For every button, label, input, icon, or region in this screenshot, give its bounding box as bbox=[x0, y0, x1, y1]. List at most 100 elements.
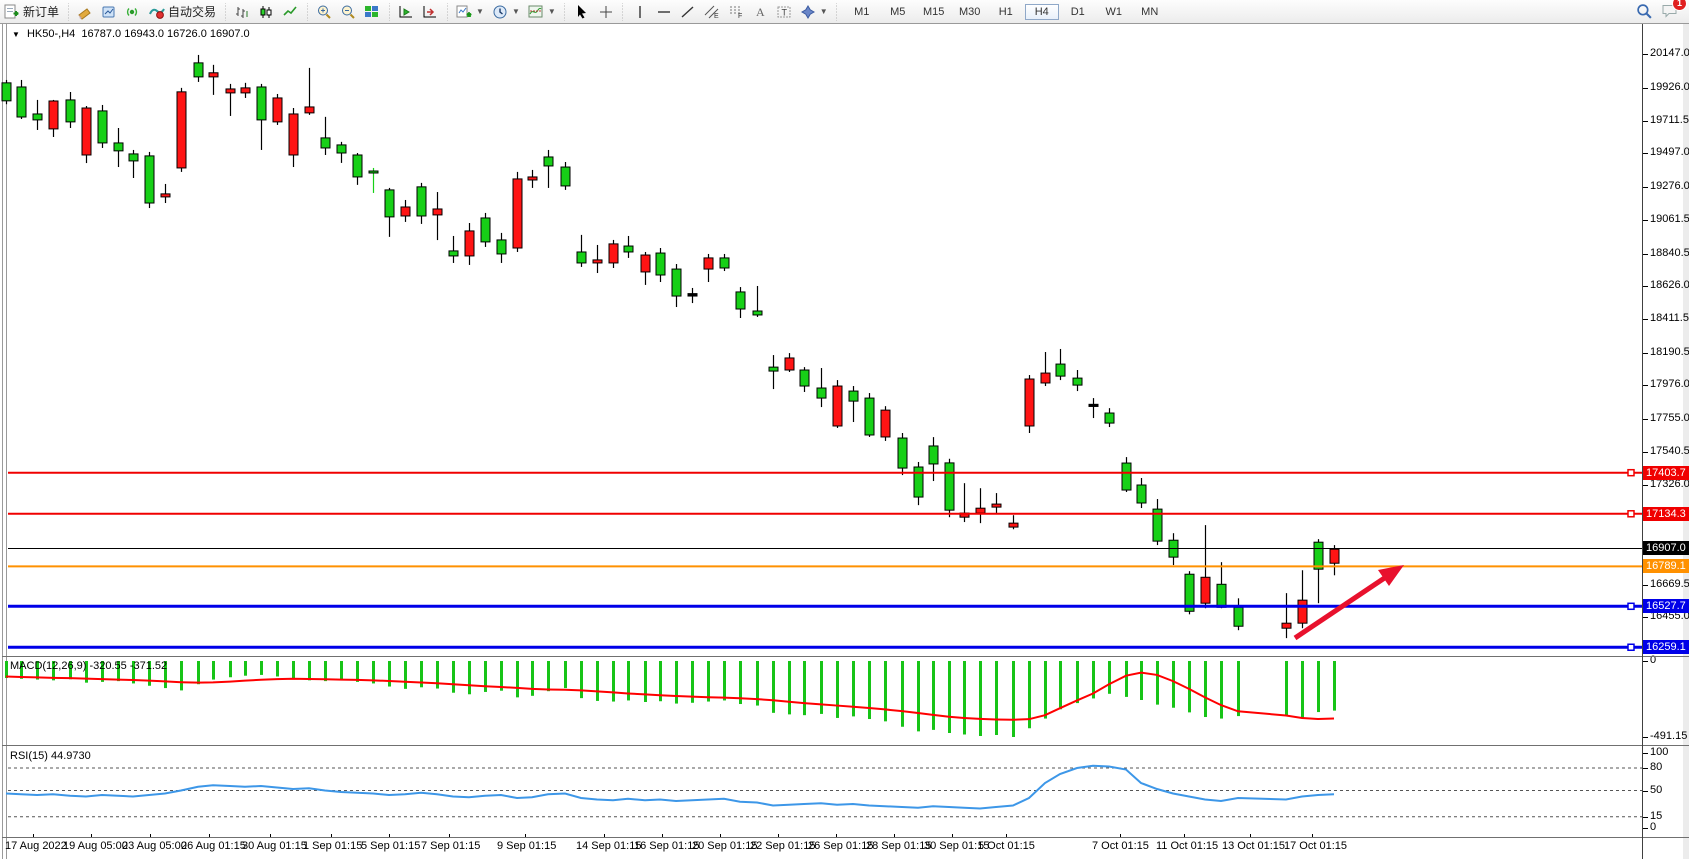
channel-button[interactable]: E bbox=[700, 2, 724, 22]
time-label: 26 Aug 01:15 bbox=[181, 840, 246, 852]
price-tick-tick bbox=[1643, 451, 1648, 453]
chart-ohlc: 16787.0 16943.0 16726.0 16907.0 bbox=[81, 28, 250, 40]
candle-body bbox=[1136, 484, 1147, 504]
candle-body bbox=[1040, 372, 1051, 384]
time-tick bbox=[33, 834, 34, 838]
vertical-line-button[interactable] bbox=[628, 2, 652, 22]
time-tick bbox=[952, 834, 953, 838]
styler-button[interactable] bbox=[73, 2, 97, 22]
time-tick bbox=[836, 834, 837, 838]
level-price-label: 16789.1 bbox=[1643, 559, 1689, 574]
candle-body bbox=[1313, 541, 1324, 570]
rsi-tick: 100 bbox=[1650, 746, 1669, 758]
toolbar: 新订单 自动交易 ▼ ▼ bbox=[0, 0, 1689, 24]
broadcast-button[interactable] bbox=[121, 2, 145, 22]
rsi-tick-tick bbox=[1643, 790, 1648, 792]
shapes-button[interactable]: ▼ bbox=[796, 2, 832, 22]
timeframe-H1[interactable]: H1 bbox=[998, 5, 1013, 18]
time-label: 5 Oct 01:15 bbox=[978, 840, 1035, 852]
candle-body bbox=[560, 166, 571, 187]
window-border-left-inner bbox=[6, 24, 7, 859]
time-label: 20 Sep 01:15 bbox=[692, 840, 758, 852]
timeframe-M30[interactable]: M30 bbox=[959, 5, 981, 18]
candle-body bbox=[928, 445, 939, 465]
line-chart-button[interactable] bbox=[278, 2, 302, 22]
price-tick: 17755.0 bbox=[1650, 412, 1689, 425]
indicators-button[interactable]: ▼ bbox=[524, 2, 560, 22]
chart-shift-button[interactable] bbox=[394, 2, 418, 22]
search-icon[interactable] bbox=[1636, 3, 1653, 20]
candle-body bbox=[1184, 573, 1195, 612]
toolbar-separator bbox=[833, 2, 840, 21]
candle-body bbox=[671, 268, 682, 297]
time-tick bbox=[662, 834, 663, 838]
new-chart-button[interactable]: ▼ bbox=[452, 2, 488, 22]
trend-arrow-head[interactable] bbox=[1378, 565, 1404, 586]
candle-body bbox=[735, 291, 746, 310]
bar-chart-button[interactable] bbox=[230, 2, 254, 22]
candlestick-chart-button[interactable] bbox=[254, 2, 278, 22]
trendline-button[interactable] bbox=[676, 2, 700, 22]
price-tick-tick bbox=[1643, 385, 1648, 387]
timeframe-H4[interactable]: H4 bbox=[1024, 3, 1059, 20]
timeframe-W1[interactable]: W1 bbox=[1105, 5, 1122, 18]
text-button[interactable]: A bbox=[748, 2, 772, 22]
chart-title: ▼ HK50-,H4 16787.0 16943.0 16726.0 16907… bbox=[12, 28, 250, 40]
chart-canvas[interactable] bbox=[0, 24, 1689, 859]
rsi-tick-tick bbox=[1643, 816, 1648, 818]
time-tick bbox=[270, 834, 271, 838]
zoom-in-button[interactable] bbox=[312, 2, 336, 22]
new-order-button[interactable]: 新订单 bbox=[0, 2, 63, 22]
candle-body bbox=[592, 259, 603, 264]
price-tick-tick bbox=[1643, 219, 1648, 221]
candle-body bbox=[464, 230, 475, 257]
level-price-label: 17403.7 bbox=[1643, 465, 1689, 480]
candle-body bbox=[576, 251, 587, 264]
crosshair-button[interactable] bbox=[594, 2, 618, 22]
candle-body bbox=[336, 144, 347, 154]
profiles-button[interactable] bbox=[97, 2, 121, 22]
toolbar-separator bbox=[222, 2, 229, 21]
auto-trading-button[interactable]: 自动交易 bbox=[145, 2, 220, 22]
chart-dropdown-icon[interactable]: ▼ bbox=[12, 30, 20, 39]
cursor-button[interactable] bbox=[570, 2, 594, 22]
toolbar-separator bbox=[304, 2, 311, 21]
price-tick: 18840.5 bbox=[1650, 246, 1689, 259]
candle-body bbox=[527, 176, 538, 181]
level-handle[interactable] bbox=[1627, 468, 1635, 477]
panel-separator-macd[interactable] bbox=[2, 656, 1689, 657]
timeframe-MN[interactable]: MN bbox=[1141, 5, 1159, 18]
level-handle[interactable] bbox=[1627, 510, 1635, 518]
price-tick-tick bbox=[1643, 88, 1648, 90]
level-handle[interactable] bbox=[1627, 643, 1635, 652]
candle-body bbox=[416, 186, 427, 217]
timeframe-D1[interactable]: D1 bbox=[1070, 5, 1085, 18]
price-tick: 16455.0 bbox=[1650, 610, 1689, 623]
macd-signal-line bbox=[5, 671, 1335, 721]
notifications-button[interactable]: 1 bbox=[1661, 0, 1687, 22]
timeframe-M1[interactable]: M1 bbox=[854, 5, 870, 18]
macd-tick-tick bbox=[1643, 737, 1648, 738]
tile-windows-button[interactable] bbox=[360, 2, 384, 22]
trend-arrow[interactable] bbox=[1293, 574, 1388, 641]
chart-symbol: HK50-,H4 bbox=[26, 28, 76, 40]
period-button[interactable]: ▼ bbox=[488, 2, 524, 22]
text-label-button[interactable]: T bbox=[772, 2, 796, 22]
timeframe-M15[interactable]: M15 bbox=[923, 5, 945, 18]
time-tick bbox=[1250, 834, 1251, 838]
toolbar-separator bbox=[619, 2, 626, 21]
timeframe-M5[interactable]: M5 bbox=[890, 5, 906, 18]
price-tick: 18190.5 bbox=[1650, 345, 1689, 358]
time-label: 13 Oct 01:15 bbox=[1222, 840, 1285, 852]
price-tick: 20147.0 bbox=[1650, 47, 1689, 60]
svg-text:T: T bbox=[781, 7, 787, 17]
price-tick-tick bbox=[1643, 253, 1648, 255]
panel-separator-rsi[interactable] bbox=[2, 745, 1689, 746]
candle-body bbox=[608, 243, 619, 264]
time-tick bbox=[1312, 834, 1313, 838]
auto-scroll-button[interactable] bbox=[418, 2, 442, 22]
fibonacci-button[interactable]: F bbox=[724, 2, 748, 22]
zoom-out-button[interactable] bbox=[336, 2, 360, 22]
level-handle[interactable] bbox=[1627, 602, 1635, 611]
horizontal-line-button[interactable] bbox=[652, 2, 676, 22]
